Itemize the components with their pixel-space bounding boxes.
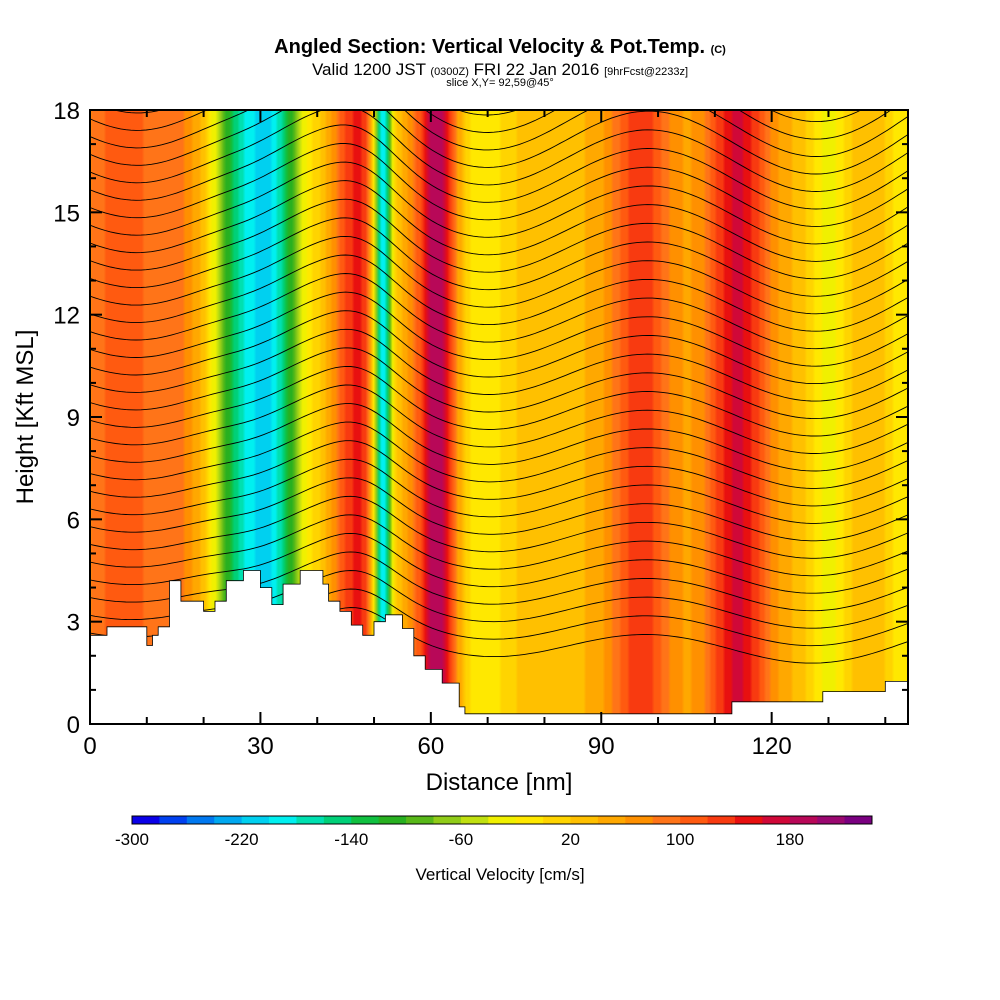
- colorbar-label: Vertical Velocity [cm/s]: [415, 865, 584, 884]
- colorbar-swatch: [296, 816, 325, 824]
- slice-info: slice X,Y= 92,59@45°: [446, 77, 554, 89]
- y-tick-label: 3: [67, 610, 80, 637]
- x-tick-label: 0: [83, 733, 96, 760]
- isentrope-line: [90, 161, 908, 245]
- isentrope-line: [90, 458, 908, 524]
- isentrope-line: [90, 495, 908, 559]
- colorbar-swatch: [406, 816, 434, 824]
- colorbar-tick-label: 180: [776, 830, 804, 849]
- y-axis-label: Height [Kft MSL]: [12, 330, 39, 505]
- isentrope-line: [90, 365, 908, 437]
- y-tick-label: 12: [53, 303, 80, 330]
- isentrope-line: [90, 514, 908, 577]
- isentrope-line: [90, 384, 908, 454]
- isentrope-line: [90, 143, 908, 227]
- colorbar-frame: [131, 815, 873, 825]
- y-axis: 0 3 6 9 12 15 18: [53, 98, 908, 739]
- x-tick-label: 30: [247, 733, 274, 760]
- colorbar: -300 -220 -140 -60 20 100 180: [115, 815, 873, 849]
- isentrope-line: [90, 0, 908, 87]
- x-tick-label: 60: [417, 733, 444, 760]
- colorbar-swatch: [515, 816, 544, 824]
- isentrope-line: [90, 328, 908, 402]
- isentrope-line: [90, 254, 908, 332]
- y-tick-label: 0: [67, 712, 80, 739]
- isentrope-line: [90, 532, 908, 594]
- y-tick-label: 6: [67, 507, 80, 534]
- y-tick-label: 18: [53, 98, 80, 125]
- colorbar-swatch: [844, 816, 873, 824]
- x-axis: 0 30 60 90 120: [83, 110, 887, 760]
- colorbar-swatch: [186, 816, 215, 824]
- isentrope-line: [90, 273, 908, 350]
- colorbar-swatch: [159, 816, 188, 824]
- colorbar-swatch: [570, 816, 599, 824]
- colorbar-swatch: [734, 816, 763, 824]
- isentropes: [90, 0, 908, 664]
- colorbar-tick-label: 100: [666, 830, 694, 849]
- isentrope-line: [90, 110, 908, 157]
- colorbar-tick-label: -60: [449, 830, 474, 849]
- valid-time: Valid 1200 JST (0300Z) FRI 22 Jan 2016 […: [311, 60, 689, 79]
- colorbar-swatch: [707, 816, 736, 824]
- isentrope-line: [90, 217, 908, 297]
- chart-title: Angled Section: Vertical Velocity & Pot.…: [274, 36, 726, 58]
- isentrope-line: [112, 110, 863, 123]
- isentrope-line: [90, 347, 908, 420]
- colorbar-swatch: [460, 816, 489, 824]
- isentrope-line: [90, 110, 908, 175]
- isentrope-line: [90, 180, 908, 262]
- colorbar-swatch: [132, 816, 160, 824]
- colorbar-swatch: [652, 816, 681, 824]
- colorbar-swatch: [241, 816, 270, 824]
- colorbar-swatch: [543, 816, 571, 824]
- title-tag: (C): [710, 44, 726, 56]
- y-tick-label: 15: [53, 200, 80, 227]
- x-tick-label: 120: [752, 733, 792, 760]
- colorbar-swatch: [680, 816, 708, 824]
- isentrope-line: [90, 291, 908, 367]
- y-tick-label: 9: [67, 405, 80, 432]
- colorbar-swatch: [433, 816, 462, 824]
- isentrope-line: [90, 477, 908, 542]
- colorbar-swatch: [351, 816, 380, 824]
- x-tick-label: 90: [588, 733, 615, 760]
- colorbar-swatch: [214, 816, 243, 824]
- colorbar-tick-label: -140: [334, 830, 368, 849]
- isentrope-line: [90, 403, 908, 472]
- isentrope-line: [90, 310, 908, 385]
- colorbar-tick-label: 20: [561, 830, 580, 849]
- terrain: [90, 570, 908, 724]
- isentrope-line: [90, 13, 908, 104]
- isentrope-line: [90, 110, 892, 140]
- colorbar-swatch: [817, 816, 845, 824]
- colorbar-swatch: [762, 816, 791, 824]
- colorbar-swatch: [597, 816, 626, 824]
- colorbar-tick-label: -300: [115, 830, 149, 849]
- colorbar-tick-label: -220: [225, 830, 259, 849]
- colorbar-swatch: [378, 816, 407, 824]
- isentrope-line: [90, 198, 908, 280]
- isentrope-line: [90, 110, 908, 192]
- colorbar-swatch: [625, 816, 654, 824]
- colorbar-swatch: [488, 816, 517, 824]
- colorbar-swatch: [269, 816, 297, 824]
- isentrope-line: [90, 421, 908, 489]
- isentrope-line: [90, 124, 908, 210]
- isentrope-line: [90, 440, 908, 507]
- colorbar-swatch: [323, 816, 352, 824]
- x-axis-label: Distance [nm]: [426, 769, 573, 796]
- isentrope-line: [90, 235, 908, 315]
- colorbar-swatch: [789, 816, 818, 824]
